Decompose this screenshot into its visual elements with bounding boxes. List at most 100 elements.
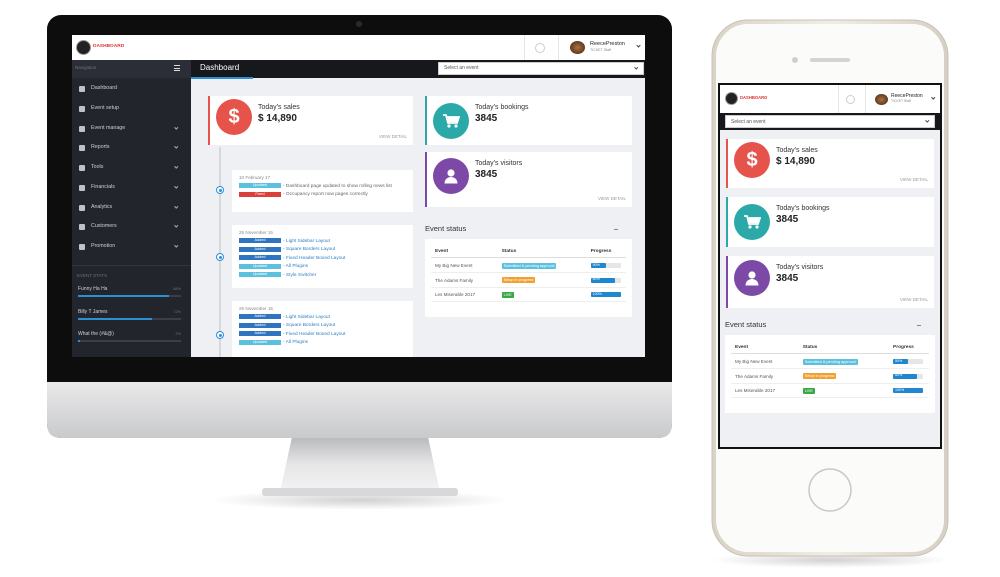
timeline-text: - Square Borders Layout [283, 247, 336, 253]
menu-toggle[interactable] [174, 70, 180, 71]
print-button[interactable] [535, 43, 545, 53]
timeline-dot-core [218, 188, 222, 192]
progress-track [590, 263, 621, 268]
menu-item[interactable]: Promotion [91, 243, 116, 249]
view-detail-link[interactable]: VIEW DETAIL [899, 297, 928, 302]
sidebar [72, 78, 191, 357]
column-header: Progress [893, 345, 914, 350]
sidebar-heading: Navigation [75, 65, 97, 70]
menu-item[interactable]: Financials [91, 183, 115, 190]
view-detail-link[interactable]: VIEW DETAIL [378, 134, 407, 139]
progress-label: 50% [895, 358, 903, 363]
user-role: TICKET Staff [590, 47, 612, 52]
event-name: Les Miserable 2017 [735, 388, 776, 393]
timeline-badge: Added [239, 322, 281, 328]
stat-value: 3845 [475, 169, 498, 180]
timeline-dot-core [218, 255, 222, 259]
timeline-date: 10 February 17 [239, 175, 271, 180]
stat-title: Today's sales [258, 104, 300, 111]
menu-item[interactable]: Analytics [91, 203, 113, 210]
timeline-item: Added - Square Borders Layout [239, 322, 406, 330]
timeline-item: Added - Fixed Header Boxed Layout [239, 331, 406, 339]
menu-toggle[interactable] [174, 67, 180, 69]
stats-heading: EVENT STATS [77, 273, 108, 278]
header-divider [838, 85, 839, 113]
menu-item[interactable]: Reports [91, 144, 110, 151]
timeline-date: 25 November 15 [239, 230, 273, 235]
menu-icon [79, 165, 85, 171]
menu-icon [79, 204, 85, 211]
timeline-badge: Updated [239, 339, 281, 345]
header-divider [524, 35, 525, 60]
timeline-item: Updated - All Plugins [239, 339, 406, 347]
timeline-badge: Added [239, 246, 281, 252]
event-name: The Adams Family [735, 373, 774, 379]
camera [356, 21, 362, 27]
timeline-badge: Added [239, 238, 281, 244]
row-divider [731, 382, 929, 384]
timeline-item: Added - Fixed Header Boxed Layout [239, 255, 406, 263]
timeline-badge: Fixed [239, 191, 281, 197]
progress-bar [590, 292, 621, 297]
menu-toggle[interactable] [174, 65, 180, 66]
stat-icon [734, 260, 770, 296]
timeline-text: - All Plugins [283, 264, 309, 270]
menu-item[interactable]: Tools [91, 164, 104, 170]
stat-title: Today's bookings [776, 205, 830, 212]
print-button[interactable] [846, 95, 855, 104]
timeline-item: Added - Square Borders Layout [239, 246, 406, 254]
menu-item[interactable]: Event manage [91, 124, 126, 131]
menu-item[interactable]: Event setup [91, 104, 119, 111]
status-badge: LIVE [501, 291, 514, 298]
progress-bar [590, 277, 615, 283]
top-header [720, 85, 940, 113]
stat-name: What the (#&@) [78, 331, 114, 337]
brand: DASHBOARD [740, 95, 768, 100]
menu-icon [79, 86, 85, 92]
menu-item[interactable]: Customers [91, 223, 117, 230]
stat-bar [78, 317, 153, 320]
timeline-item: Updated - Dashboard page updated to show … [239, 183, 406, 191]
progress-bar [893, 388, 923, 393]
timeline-dot-core [218, 333, 222, 337]
progress-label: 80% [895, 373, 903, 378]
column-header: Status [802, 345, 818, 350]
timeline-item: Added - Light Sidebar Layout [239, 238, 406, 246]
stat-icon [734, 204, 770, 240]
header-divider [731, 353, 929, 354]
event-status-title: Event status [725, 320, 767, 329]
timeline-text: - Light Sidebar Layout [283, 315, 330, 321]
row-divider [731, 368, 929, 369]
stand-base [262, 488, 458, 496]
logo [76, 40, 91, 55]
event-select[interactable]: Select an event [438, 62, 644, 75]
event-status-title: Event status [425, 224, 467, 233]
timeline-badge: Added [239, 331, 281, 337]
progress-label: 80% [592, 277, 600, 282]
progress-bar [893, 359, 908, 364]
row-divider [431, 301, 626, 302]
minimize-button[interactable] [614, 229, 618, 230]
stat-title: Today's sales [776, 147, 818, 154]
event-name: The Adams Family [435, 277, 474, 283]
status-badge: Submitted & pending approval [802, 358, 858, 365]
minimize-button[interactable] [917, 325, 921, 326]
header-divider [558, 35, 559, 60]
status-badge: Submitted & pending approval [501, 262, 557, 269]
avatar [875, 94, 888, 105]
timeline-badge: Updated [239, 271, 281, 277]
timeline-badge: Updated [239, 263, 281, 269]
timeline-item: Fixed - Occupancy report now pages correc… [239, 191, 406, 199]
home-button[interactable] [808, 468, 852, 512]
view-detail-link[interactable]: VIEW DETAIL [597, 196, 626, 201]
sidebar-top [72, 60, 191, 78]
top-header [72, 35, 645, 60]
menu-item[interactable]: Dashboard [91, 85, 117, 91]
phone-camera [792, 57, 798, 63]
stand-neck [280, 437, 440, 492]
event-select[interactable]: Select an event [725, 115, 935, 128]
timeline-item: Updated - Style Switcher [239, 271, 406, 280]
logo [725, 92, 738, 105]
view-detail-link[interactable]: VIEW DETAIL [899, 177, 928, 182]
